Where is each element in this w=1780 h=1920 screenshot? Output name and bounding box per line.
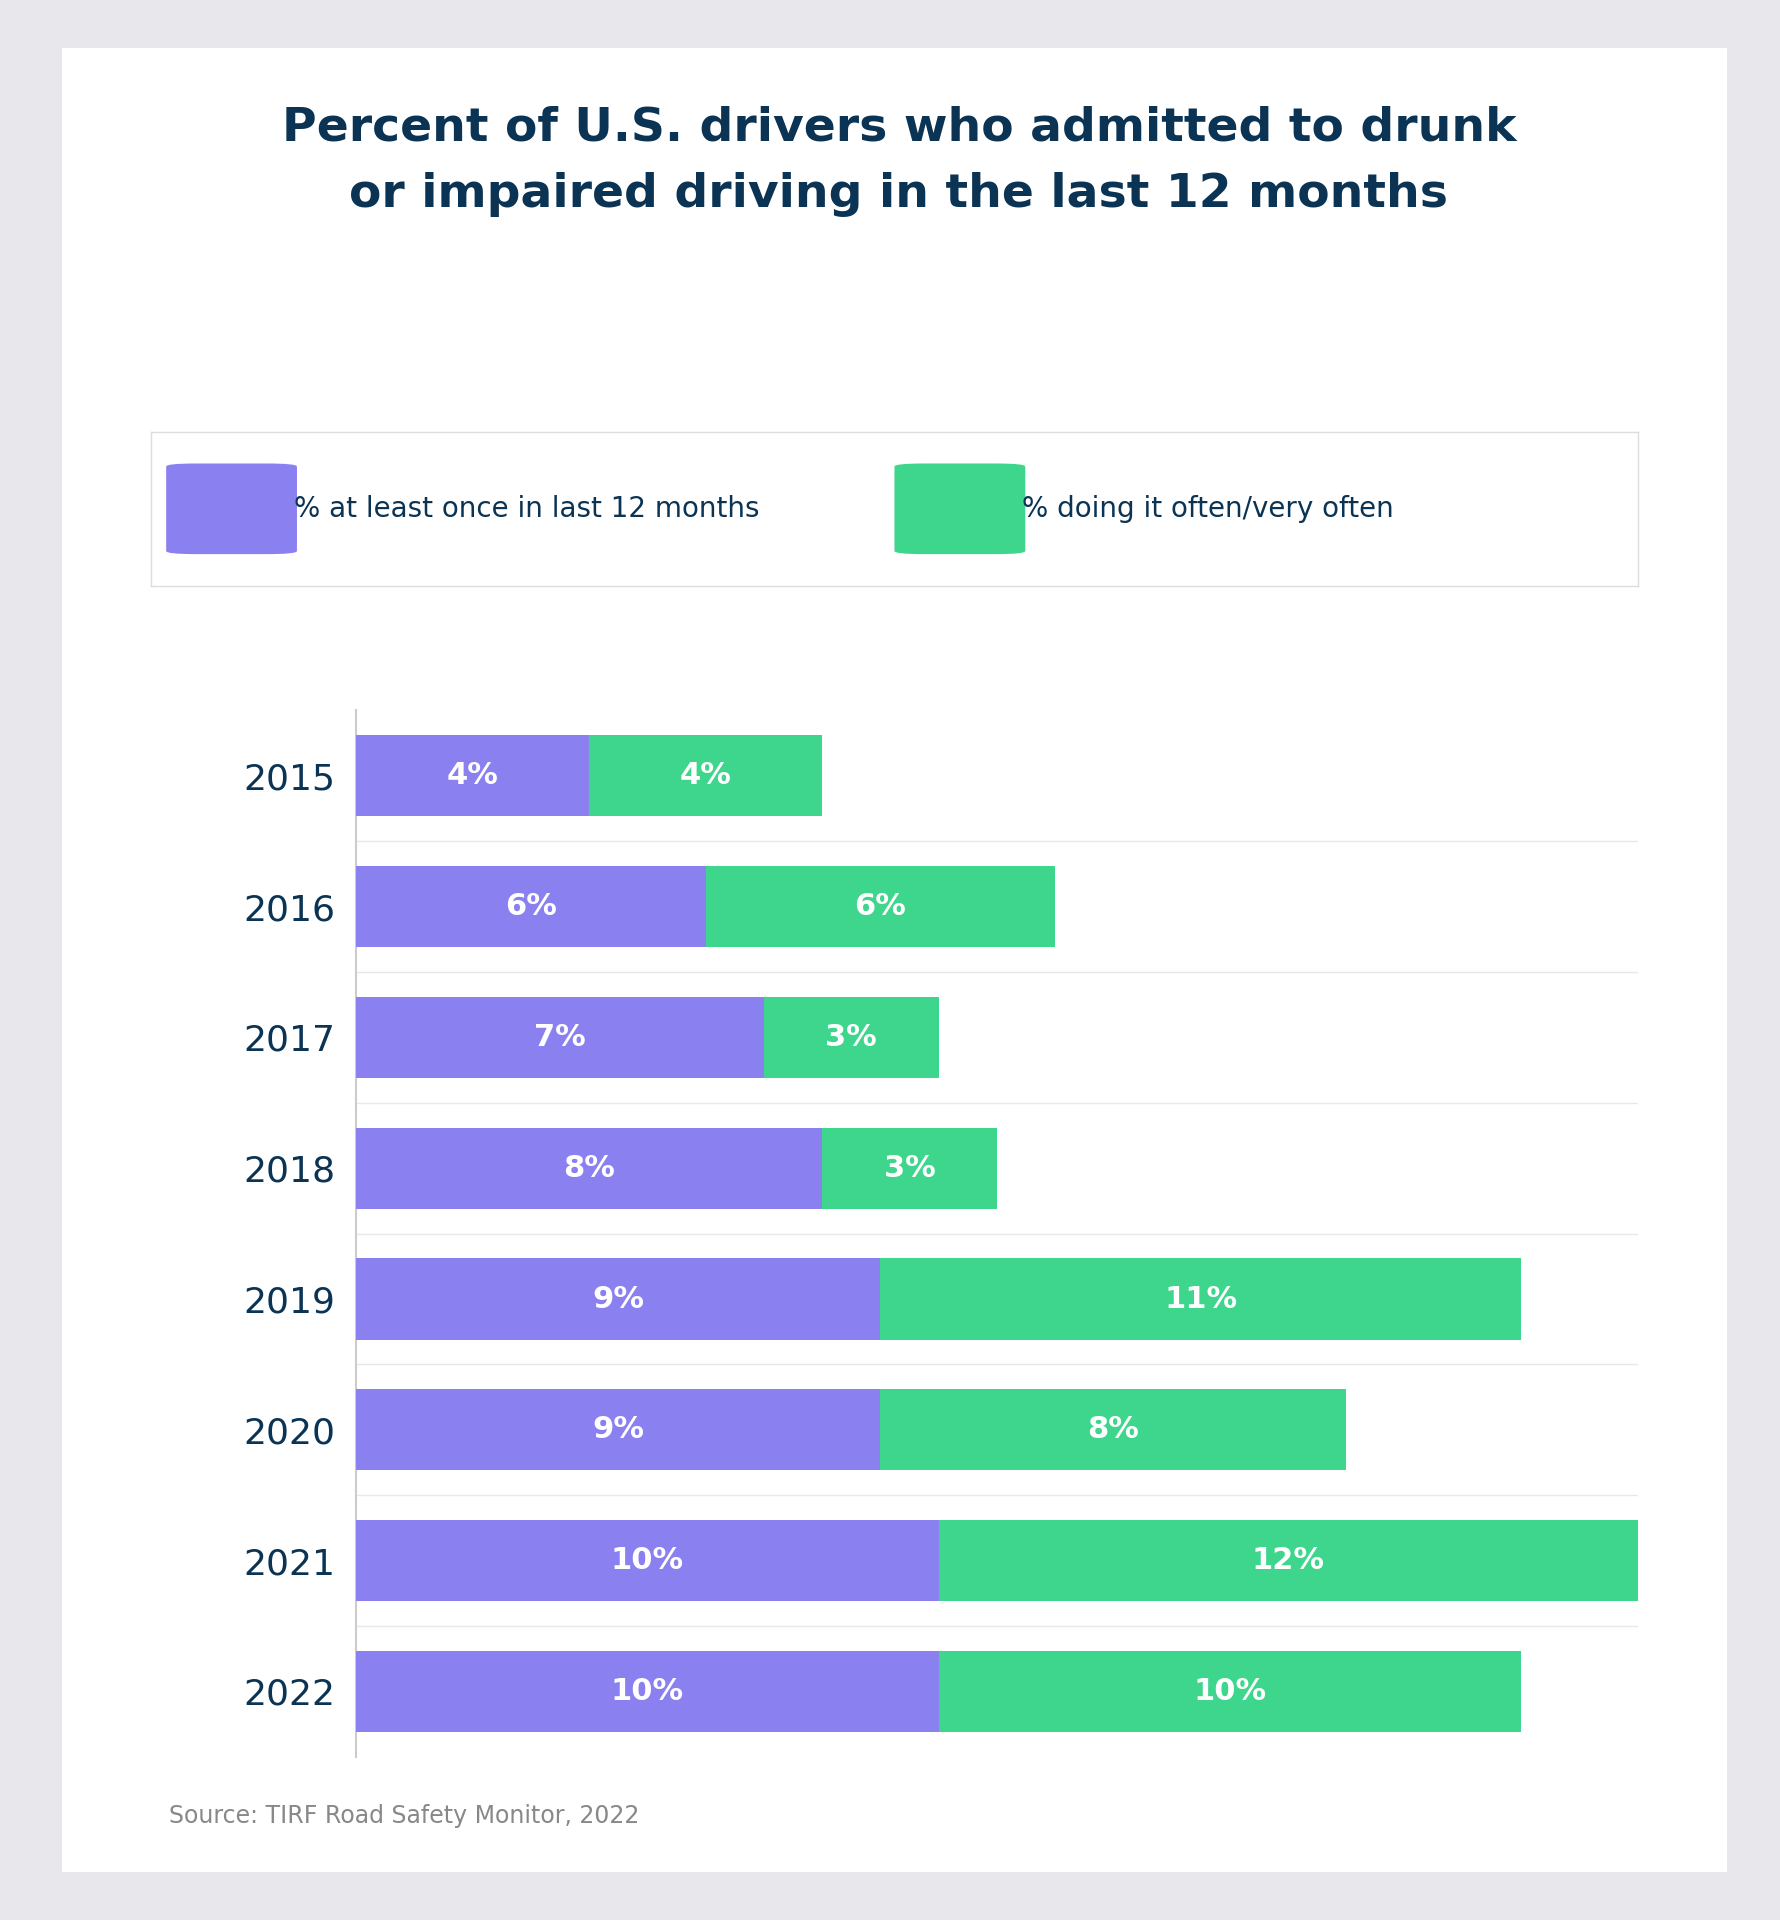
Text: 8%: 8% (562, 1154, 614, 1183)
Text: 9%: 9% (593, 1415, 644, 1444)
FancyBboxPatch shape (166, 463, 297, 555)
FancyBboxPatch shape (895, 463, 1025, 555)
Bar (938, 1651, 1522, 1732)
Text: 3%: 3% (883, 1154, 934, 1183)
Text: % doing it often/very often: % doing it often/very often (1022, 495, 1394, 522)
Bar (356, 996, 764, 1077)
Text: 10%: 10% (611, 1676, 684, 1705)
Text: Percent of U.S. drivers who admitted to drunk
or impaired driving in the last 12: Percent of U.S. drivers who admitted to … (281, 106, 1517, 217)
Text: 12%: 12% (1251, 1546, 1324, 1574)
Bar (356, 866, 705, 947)
Text: 11%: 11% (1164, 1284, 1237, 1313)
Text: % at least once in last 12 months: % at least once in last 12 months (294, 495, 760, 522)
Text: 10%: 10% (611, 1546, 684, 1574)
Bar (356, 1127, 822, 1210)
Bar (356, 1390, 881, 1471)
Bar (356, 1651, 938, 1732)
Bar (822, 1127, 997, 1210)
Text: 10%: 10% (1193, 1676, 1266, 1705)
Bar (881, 1258, 1522, 1340)
Text: 3%: 3% (826, 1023, 878, 1052)
Text: 6%: 6% (506, 893, 557, 922)
Bar (764, 996, 938, 1077)
Bar (589, 735, 822, 816)
Text: 7%: 7% (534, 1023, 586, 1052)
Text: 8%: 8% (1088, 1415, 1139, 1444)
Bar (356, 1258, 881, 1340)
Text: 4%: 4% (447, 762, 498, 791)
Text: Source: TIRF Road Safety Monitor, 2022: Source: TIRF Road Safety Monitor, 2022 (169, 1805, 639, 1828)
Bar (881, 1390, 1346, 1471)
Text: 9%: 9% (593, 1284, 644, 1313)
Bar (705, 866, 1056, 947)
Text: 6%: 6% (854, 893, 906, 922)
Bar (356, 735, 589, 816)
Bar (938, 1521, 1638, 1601)
Text: 4%: 4% (680, 762, 732, 791)
Bar (356, 1521, 938, 1601)
